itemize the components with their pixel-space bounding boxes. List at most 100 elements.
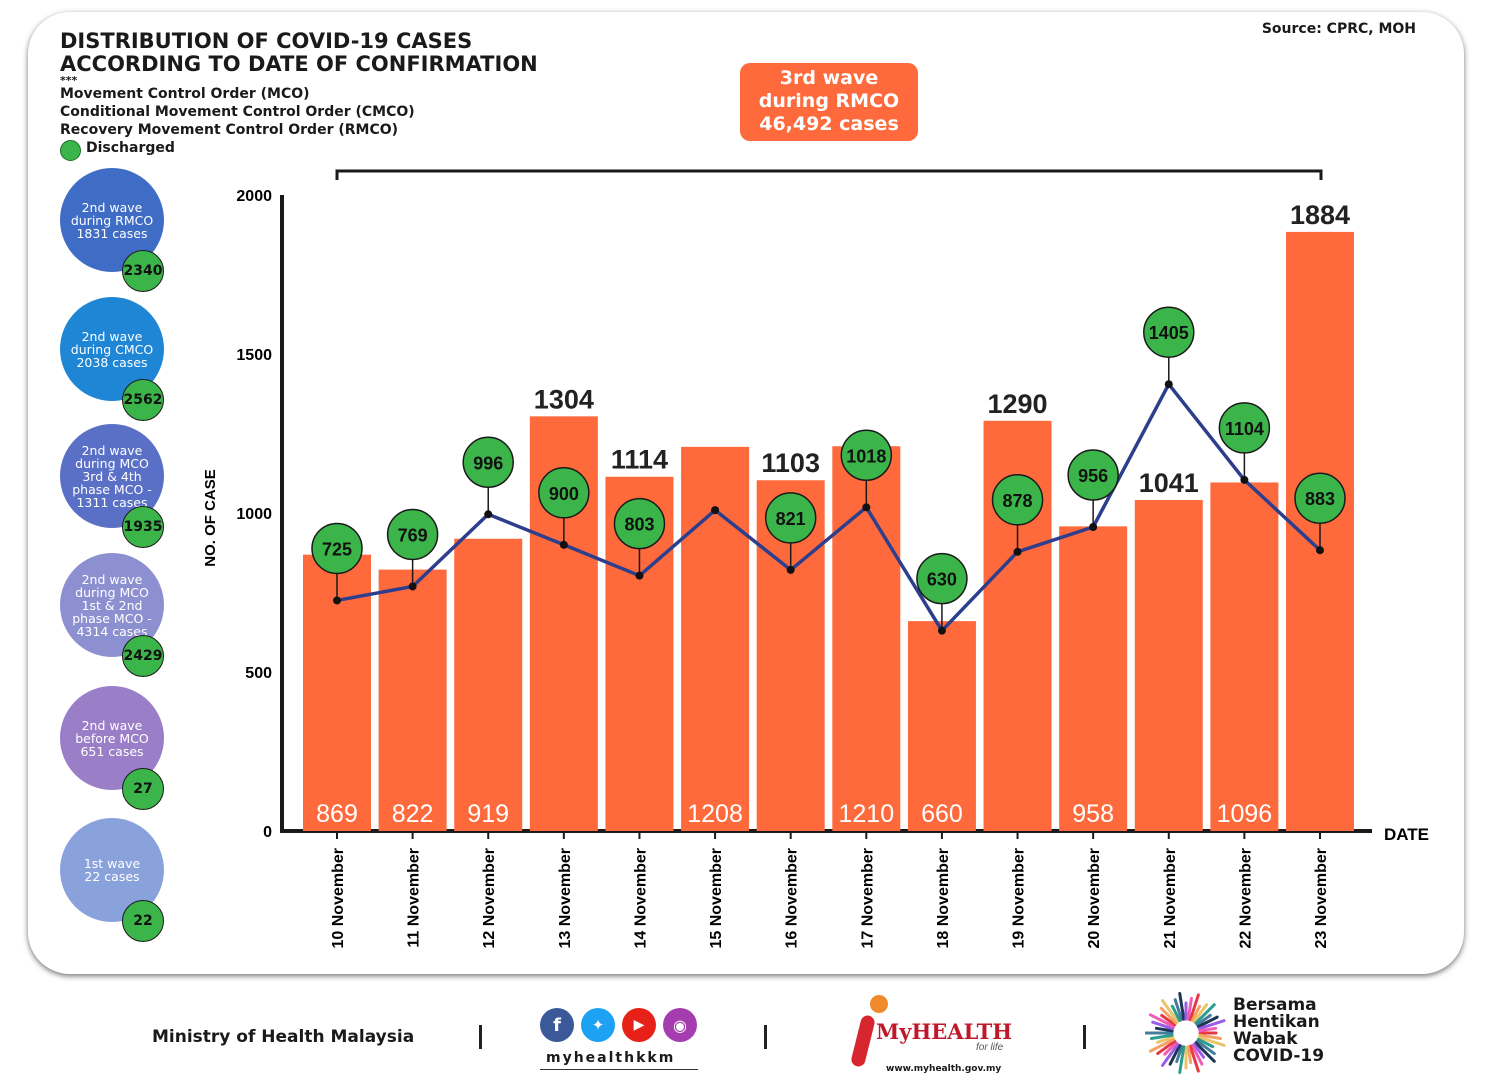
wave-circle: 1st wave 22 cases — [60, 818, 164, 922]
wave-bracket — [335, 169, 1323, 180]
cases-chart: 0 500 1000 1500 2000 NO. OF CASE DATE 10 Novemb… — [202, 169, 1429, 949]
discharged-label: 883 — [1305, 489, 1335, 509]
x-tick-label: 13 November — [557, 848, 574, 949]
sunburst-ray — [1156, 1039, 1177, 1056]
wave-circle-text: 651 cases — [80, 743, 144, 759]
instagram-icon[interactable]: ◉ — [663, 1008, 697, 1042]
bar — [907, 621, 976, 831]
sunburst-ray — [1154, 1026, 1174, 1033]
y-tick-label: 500 — [245, 665, 272, 682]
wave-circle-text: phase MCO - — [72, 481, 152, 497]
third-wave-line-2: during RMCO — [758, 90, 900, 112]
ministry-name: Ministry of Health Malaysia — [152, 1027, 415, 1047]
sunburst-ray — [1190, 1043, 1204, 1066]
discharged-balloon — [538, 467, 590, 519]
discharged-label: 878 — [1003, 491, 1033, 511]
wave-circle-text: 2nd wave — [81, 717, 143, 733]
bar-value-label: 1114 — [611, 445, 668, 475]
bar — [454, 538, 523, 831]
sunburst-ray — [1194, 1041, 1216, 1063]
sunburst-ray — [1196, 1015, 1219, 1029]
x-tick-label: 21 November — [1162, 848, 1179, 949]
sunburst-ray — [1173, 998, 1184, 1022]
sunburst-ray — [1194, 1003, 1216, 1025]
bar-value-label: 1103 — [761, 448, 820, 478]
x-tick-label: 14 November — [632, 848, 649, 949]
third-wave-badge: 3rd wave during RMCO 46,492 cases — [740, 63, 918, 141]
sunburst-ray — [1160, 1042, 1180, 1067]
bar — [1134, 499, 1203, 831]
x-tick-label: 17 November — [859, 848, 876, 949]
discharged-label: 1104 — [1225, 419, 1264, 439]
wave-circle-text: 2nd wave — [81, 571, 143, 587]
x-tick-label: 18 November — [935, 848, 952, 949]
sunburst-ray — [1192, 1042, 1206, 1059]
handle-underline — [540, 1069, 698, 1070]
sunburst-ray — [1195, 1013, 1212, 1027]
x-tick-label: 23 November — [1313, 848, 1330, 949]
bar — [1210, 482, 1279, 831]
facebook-icon[interactable]: f — [540, 1008, 574, 1042]
discharged-point — [484, 510, 493, 519]
social-handle: myhealthkkm — [546, 1050, 676, 1066]
discharged-balloon — [462, 436, 514, 489]
sunburst-ray — [1148, 1037, 1176, 1053]
chart-title: DISTRIBUTION OF COVID-19 CASES ACCORDING… — [60, 30, 538, 76]
wave-circle-text: phase MCO - — [72, 610, 152, 626]
bar-value-label: 1041 — [1139, 468, 1199, 498]
twitter-icon[interactable]: ✦ — [581, 1008, 615, 1042]
sunburst-ray — [1197, 1019, 1226, 1031]
discharged-point — [408, 582, 417, 591]
sunburst-ray — [1160, 1013, 1177, 1027]
campaign-line-3: Wabak — [1233, 1029, 1298, 1049]
bar-value-label: 1290 — [987, 389, 1047, 419]
discharged-balloon — [1218, 402, 1271, 454]
discharged-point — [1316, 546, 1324, 555]
sunburst-ray — [1188, 993, 1200, 1022]
wave-discharged-badge: 2340 — [122, 250, 164, 292]
discharged-line — [336, 382, 1322, 633]
footer-separator — [1083, 1025, 1086, 1049]
third-wave-line-1: 3rd wave — [779, 67, 879, 89]
discharged-balloon — [1294, 472, 1346, 524]
title-line-1: DISTRIBUTION OF COVID-19 CASES — [60, 29, 473, 53]
wave-circle-text: 4314 cases — [76, 623, 148, 639]
x-tick-label: 12 November — [481, 848, 498, 949]
wave-discharged-badge: 27 — [122, 768, 164, 810]
discharged-legend-dot — [60, 140, 81, 161]
bar-value-label: 1096 — [1217, 800, 1273, 828]
bar-value-label: 1210 — [838, 800, 894, 828]
legend-cmco: Conditional Movement Control Order (CMCO… — [60, 104, 415, 120]
x-tick-label: 16 November — [784, 848, 801, 949]
myhealth-url: www.myhealth.gov.my — [886, 1064, 1002, 1074]
myhealth-logo-icon — [848, 995, 894, 1073]
discharged-point — [1089, 522, 1098, 531]
bar-value-label: 919 — [467, 800, 509, 828]
sunburst-ray — [1178, 1045, 1186, 1074]
discharged-point — [1240, 475, 1249, 484]
discharged-point — [333, 596, 341, 605]
sunburst-ray — [1195, 1039, 1216, 1056]
sunburst-ray — [1149, 1033, 1174, 1040]
sunburst-ray — [1163, 1041, 1178, 1056]
wave-circle-text: 2nd wave — [81, 442, 143, 458]
x-tick-label: 22 November — [1237, 848, 1254, 949]
sunburst-ray — [1175, 1044, 1184, 1064]
wave-discharged-badge: 2429 — [122, 635, 164, 677]
bar — [681, 446, 750, 831]
wave-discharged-badge: 1935 — [122, 506, 164, 548]
wave-circle-text: 3rd & 4th — [82, 468, 142, 484]
discharged-label: 769 — [398, 525, 428, 545]
x-tick-label: 19 November — [1011, 848, 1028, 949]
wave-circle-text: 22 cases — [84, 869, 140, 884]
sunburst-ray — [1170, 1004, 1182, 1023]
youtube-icon[interactable]: ▶ — [622, 1008, 656, 1042]
x-tick-label: 15 November — [708, 848, 725, 949]
y-tick-label: 0 — [263, 824, 272, 841]
wave-circle-text: 1311 cases — [76, 494, 148, 510]
discharged-balloon — [840, 429, 893, 482]
campaign-line-4: COVID-19 — [1233, 1046, 1325, 1066]
y-axis-label: NO. OF CASE — [202, 469, 219, 567]
wave-discharged-badge: 2562 — [122, 379, 164, 421]
discharged-balloon — [1067, 449, 1119, 501]
